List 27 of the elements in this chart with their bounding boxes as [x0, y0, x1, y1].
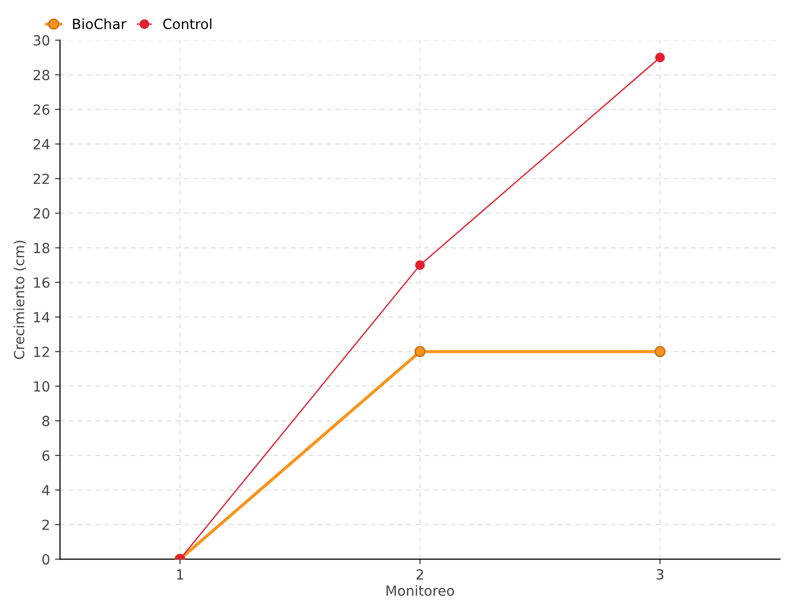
x-tick-label: 1 — [177, 569, 184, 580]
y-tick-label: 8 — [42, 416, 50, 426]
y-tick-label: 24 — [34, 138, 50, 150]
legend-label: BioChar — [73, 18, 126, 30]
point — [415, 260, 425, 270]
point — [654, 346, 666, 358]
point — [655, 52, 665, 62]
y-tick-label: 6 — [42, 450, 50, 461]
y-tick-label: 4 — [42, 485, 50, 496]
y-tick-label: 18 — [34, 242, 50, 254]
y-tick-label: 22 — [34, 174, 49, 184]
y-tick-label: 26 — [34, 104, 50, 115]
y-tick-label: 16 — [34, 277, 50, 288]
y-tick-label: 14 — [34, 312, 50, 322]
y-tick-label: 20 — [34, 208, 50, 219]
y-tick-label: 2 — [42, 520, 49, 530]
y-axis-title: Crecimiento (cm) — [14, 240, 26, 360]
legend-label: Control — [163, 18, 212, 30]
x-axis-title: Monitoreo — [386, 585, 454, 596]
y-tick-label: 30 — [34, 35, 50, 46]
y-tick-label: 12 — [34, 346, 49, 357]
y-tick-label: 0 — [42, 554, 50, 565]
point — [414, 346, 426, 358]
x-tick-label: 2 — [416, 569, 424, 580]
y-tick-label: 10 — [34, 381, 50, 392]
y-tick-label: 28 — [34, 70, 50, 80]
x-tick-label: 3 — [656, 569, 664, 580]
